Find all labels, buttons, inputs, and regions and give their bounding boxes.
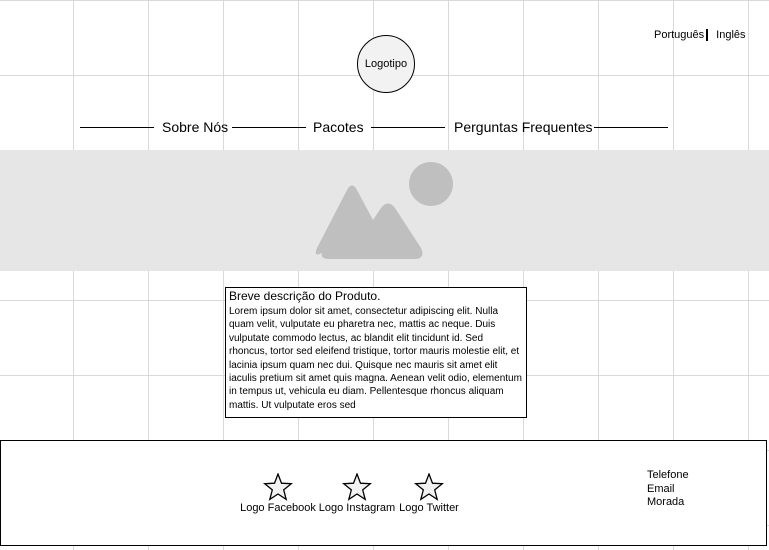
footer: Logo Facebook Logo Instagram Logo Twitte…: [0, 440, 767, 546]
contact-email: Email: [647, 482, 675, 495]
product-description: Breve descrição do Produto. Lorem ipsum …: [225, 287, 527, 418]
main-nav: Sobre Nós Pacotes Perguntas Frequentes: [0, 118, 769, 138]
contact-morada: Morada: [647, 496, 685, 508]
social-facebook-link[interactable]: Logo Facebook: [238, 473, 318, 514]
image-placeholder-icon: [315, 162, 453, 259]
star-icon: [414, 473, 444, 501]
nav-item-sobre-nos[interactable]: Sobre Nós: [162, 119, 229, 135]
nav-divider: [232, 127, 306, 128]
language-portuguese-link[interactable]: Português: [654, 29, 705, 41]
social-twitter-label: Logo Twitter: [399, 502, 459, 514]
language-english-link[interactable]: Inglês: [716, 29, 746, 41]
description-title: Breve descrição do Produto.: [229, 289, 381, 303]
social-twitter-link[interactable]: Logo Twitter: [389, 473, 469, 514]
hero-banner: [0, 150, 769, 271]
contact-info: Telefone Email Morada: [647, 469, 689, 510]
nav-divider: [80, 127, 154, 128]
social-instagram-label: Logo Instagram: [318, 502, 396, 514]
nav-divider: [594, 127, 668, 128]
social-instagram-link[interactable]: Logo Instagram: [317, 473, 397, 514]
star-icon: [342, 473, 372, 501]
language-separator: [706, 29, 709, 41]
nav-item-perguntas-frequentes[interactable]: Perguntas Frequentes: [454, 119, 593, 135]
language-switcher: Português Inglês: [654, 29, 746, 41]
logo-label: Logotipo: [364, 58, 408, 70]
description-body: Lorem ipsum dolor sit amet, consectetur …: [229, 306, 522, 411]
star-icon: [263, 473, 293, 501]
nav-item-pacotes[interactable]: Pacotes: [313, 119, 364, 135]
social-facebook-label: Logo Facebook: [240, 502, 316, 514]
logo[interactable]: Logotipo: [357, 35, 415, 93]
contact-telefone: Telefone: [647, 469, 689, 481]
nav-divider: [371, 127, 445, 128]
